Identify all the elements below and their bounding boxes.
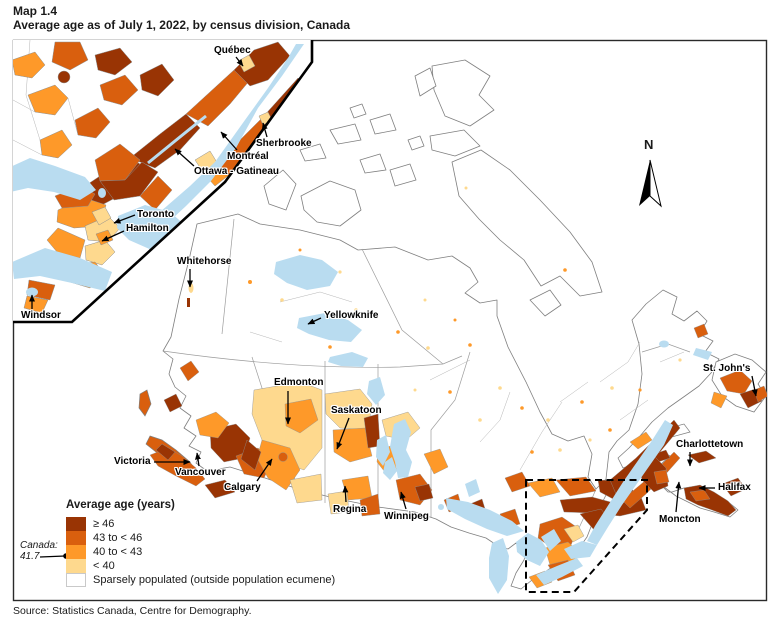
city-label-toronto: Toronto: [137, 209, 175, 220]
canada-note-label: Canada:: [20, 540, 58, 551]
canada-note-value: 41.7: [20, 551, 40, 562]
inset-map: [13, 40, 312, 322]
legend-swatch-lt40: [66, 559, 86, 573]
scattered-communities: [187, 186, 682, 454]
inset-divisions: [13, 41, 312, 314]
main-map: [138, 59, 767, 594]
legend: ≥ 46 43 to < 46 40 to < 43 < 40 Sparsely…: [66, 517, 335, 587]
legend-label: Sparsely populated (outside population e…: [93, 574, 336, 586]
legend-label: 43 to < 46: [93, 532, 143, 544]
legend-swatch-43-46: [66, 531, 86, 545]
city-label-ottawa-gatineau: Ottawa - Gatineau: [194, 166, 280, 177]
legend-label: 40 to < 43: [93, 546, 143, 558]
source-note: Source: Statistics Canada, Centre for De…: [13, 605, 252, 617]
legend-label: < 40: [93, 560, 115, 572]
city-label-montreal: Montréal: [227, 151, 269, 162]
northern-division-lines: [249, 291, 685, 471]
city-label-edmonton: Edmonton: [274, 377, 324, 388]
city-label-victoria: Victoria: [114, 456, 151, 467]
city-arrows: [29, 56, 758, 513]
lakes: [274, 255, 712, 594]
dashed-extent-box: [525, 479, 648, 593]
city-label-charlottetown: Charlottetown: [676, 439, 744, 450]
legend-row: < 40: [66, 559, 335, 573]
legend-title: Average age (years): [66, 499, 175, 511]
city-label-st-johns: St. John's: [703, 363, 751, 374]
city-label-halifax: Halifax: [718, 482, 751, 493]
city-label-calgary: Calgary: [224, 482, 261, 493]
legend-row: 43 to < 46: [66, 531, 335, 545]
legend-swatch-40-43: [66, 545, 86, 559]
north-arrow-icon: [639, 159, 662, 208]
legend-row: 40 to < 43: [66, 545, 335, 559]
legend-swatch-sparse: [66, 573, 86, 587]
city-label-vancouver: Vancouver: [175, 467, 226, 478]
city-label-windsor: Windsor: [21, 310, 61, 321]
legend-row: ≥ 46: [66, 517, 335, 531]
haida-gwaii: [138, 389, 152, 417]
north-label: N: [644, 137, 654, 152]
map-number: Map 1.4: [13, 4, 58, 18]
legend-label: ≥ 46: [93, 518, 115, 530]
legend-row: Sparsely populated (outside population e…: [66, 573, 335, 587]
canada-average-note: Canada: 41.7: [20, 540, 58, 562]
city-label-saskatoon: Saskatoon: [331, 405, 382, 416]
city-label-moncton: Moncton: [659, 514, 701, 525]
city-label-sherbrooke: Sherbrooke: [256, 138, 312, 149]
city-label-regina: Regina: [333, 504, 367, 515]
inset-lakes: [13, 44, 304, 297]
city-label-quebec: Québec: [214, 45, 251, 56]
arctic-islands: [263, 59, 603, 317]
page-title: Average age as of July 1, 2022, by censu…: [13, 18, 351, 32]
legend-swatch-ge46: [66, 517, 86, 531]
city-label-whitehorse: Whitehorse: [177, 256, 232, 267]
inset-border: [13, 40, 314, 324]
city-label-hamilton: Hamilton: [126, 223, 169, 234]
city-label-winnipeg: Winnipeg: [384, 511, 429, 522]
city-label-yellowknife: Yellowknife: [324, 310, 379, 321]
